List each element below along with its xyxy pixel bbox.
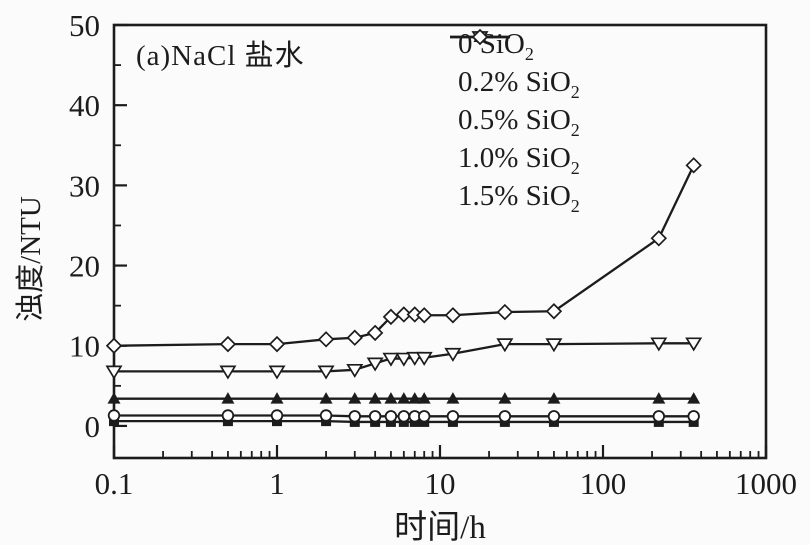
legend-item-0.2-sio2: 0.2% SiO2 [448, 30, 580, 103]
x-tick-label: 1 [269, 466, 285, 501]
plot-frame [112, 23, 768, 460]
filled-triangle-marker [397, 392, 411, 404]
open-diamond-marker [685, 157, 702, 174]
open-triangle-down-marker [219, 365, 237, 380]
open-triangle-down-marker [105, 365, 123, 380]
y-axis-title: 浊度/NTU [15, 196, 47, 322]
filled-triangle-marker [384, 392, 398, 404]
open-diamond-marker [382, 308, 400, 326]
open-circle-marker [384, 410, 398, 423]
open-triangle-down-marker [268, 365, 286, 380]
filled-triangle-marker [498, 392, 512, 404]
open-triangle-down-marker [395, 352, 413, 367]
legend: 0 SiO2 0.2% SiO2 0.5% SiO2 1.0% SiO2 1.5% Si… [448, 27, 580, 217]
open-circle-marker [687, 410, 700, 423]
y-tick-label: 50 [69, 8, 100, 43]
open-circle-marker [270, 409, 284, 422]
open-triangle-down-marker [685, 337, 703, 352]
open-circle-marker [652, 410, 666, 423]
y-tick-label: 0 [85, 409, 101, 444]
open-diamond-marker [105, 337, 123, 354]
legend-label: 0.5% SiO2 [458, 103, 580, 140]
x-axis-title: 时间/h [394, 510, 486, 545]
filled-triangle-marker [687, 392, 701, 404]
x-tick-label: 10 [425, 466, 456, 501]
open-circle-marker [368, 410, 382, 423]
filled-triangle-marker [270, 392, 284, 404]
open-triangle-down-marker [317, 365, 335, 380]
legend-item-1.0-sio2: 1.0% SiO2 [448, 31, 580, 179]
x-tick-label: 100 [580, 466, 627, 501]
x-tick-label: 0.1 [95, 466, 134, 501]
open-diamond-marker [395, 306, 413, 323]
y-tick-label: 20 [69, 249, 100, 284]
open-diamond-marker [416, 307, 433, 324]
legend-item-0.5-sio2: 0.5% SiO2 [448, 30, 580, 141]
open-circle-marker [319, 409, 333, 422]
open-triangle-down-marker [496, 338, 514, 353]
filled-triangle-marker [368, 392, 382, 404]
filled-triangle-marker [221, 392, 235, 404]
panel-label: (a)NaCl 盐水 [136, 40, 305, 72]
open-triangle-down-marker [545, 338, 563, 353]
legend-label: 0 SiO2 [458, 27, 534, 64]
open-diamond-marker [366, 324, 384, 342]
legend-label: 1.5% SiO2 [458, 179, 580, 216]
legend-item-1.5-sio2: 1.5% SiO2 [448, 28, 580, 217]
open-circle-marker [498, 410, 512, 423]
x-tick-label: 1000 [735, 466, 797, 501]
filled-triangle-marker [547, 392, 561, 404]
filled-triangle-marker [107, 392, 121, 404]
open-circle-marker [547, 410, 561, 423]
open-diamond-marker [219, 335, 237, 353]
legend-swatch [450, 28, 510, 46]
open-triangle-down-marker [415, 351, 433, 366]
open-triangle-down-marker [444, 347, 462, 362]
open-diamond-marker [471, 28, 489, 46]
open-diamond-marker [496, 303, 514, 321]
open-triangle-down-marker [650, 337, 668, 352]
filled-triangle-marker [408, 392, 422, 404]
open-diamond-marker [268, 335, 286, 353]
open-circle-marker [107, 409, 121, 422]
legend-label: 1.0% SiO2 [458, 141, 580, 178]
open-diamond-marker [346, 329, 363, 346]
y-tick-label: 10 [69, 329, 100, 364]
y-tick-label: 30 [69, 168, 100, 203]
open-triangle-down-marker [382, 352, 400, 367]
open-circle-marker [418, 410, 431, 423]
filled-triangle-marker [652, 392, 666, 404]
open-circle-marker [397, 410, 411, 423]
open-diamond-marker [650, 230, 668, 247]
filled-triangle-marker [446, 392, 460, 404]
filled-triangle-marker [417, 392, 431, 404]
open-triangle-down-marker [366, 357, 384, 372]
open-diamond-marker [545, 303, 563, 320]
open-circle-marker [446, 410, 460, 423]
open-circle-marker [221, 409, 235, 422]
filled-triangle-marker [348, 392, 362, 404]
open-diamond-marker [317, 331, 335, 348]
y-tick-label: 40 [69, 88, 100, 123]
filled-triangle-marker [319, 392, 333, 404]
open-circle-marker [348, 410, 361, 423]
legend-label: 0.2% SiO2 [458, 65, 580, 102]
open-triangle-down-marker [346, 363, 364, 378]
open-diamond-marker [444, 307, 462, 324]
